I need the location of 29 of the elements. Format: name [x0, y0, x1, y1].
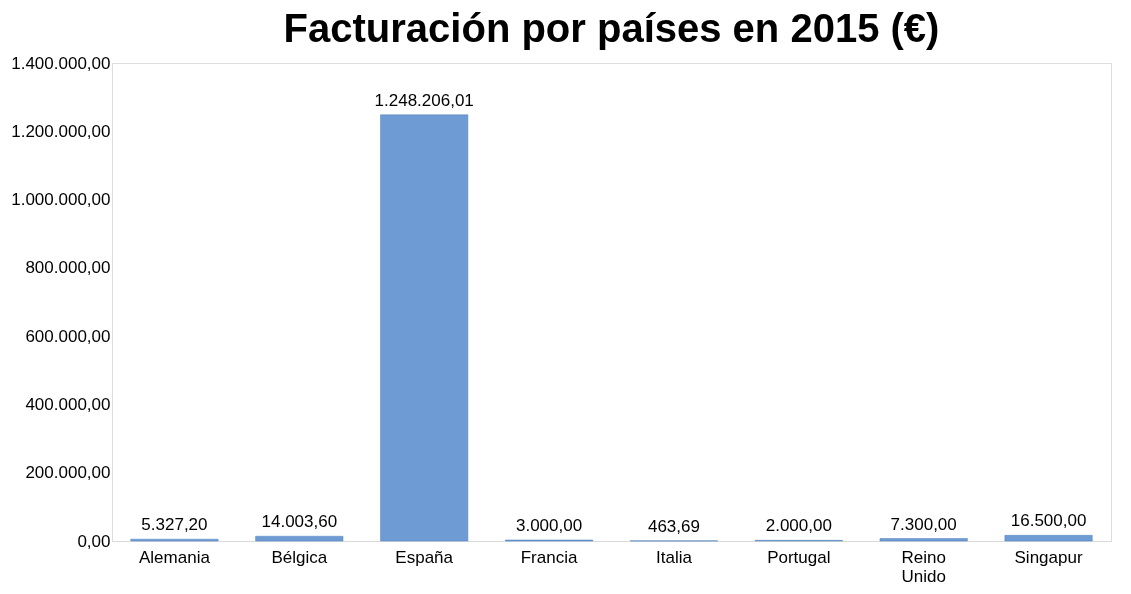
y-tick-label: 600.000,00 [25, 326, 111, 346]
bar [255, 535, 344, 542]
y-tick-label: 200.000,00 [25, 463, 111, 483]
y-tick-label: 1.000.000,00 [11, 190, 111, 210]
y-tick-label: 800.000,00 [25, 258, 111, 278]
data-label: 5.327,20 [141, 515, 208, 535]
x-tick-label: Italia [655, 547, 693, 567]
bar [879, 538, 968, 542]
x-tick-label: Portugal [767, 547, 831, 567]
data-label: 7.300,00 [890, 514, 957, 534]
data-label: 14.003,60 [261, 512, 338, 532]
y-tick-label: 0,00 [77, 531, 111, 551]
x-tick-label: Alemania [139, 547, 211, 567]
y-tick-label: 1.200.000,00 [11, 121, 111, 141]
bar [1004, 535, 1093, 542]
y-tick-label: 1.400.000,00 [11, 53, 111, 73]
data-label: 3.000,00 [515, 515, 583, 535]
x-tick-label: Francia [520, 547, 578, 567]
bar [380, 114, 469, 542]
x-tick-label: Reino Unido [901, 547, 946, 586]
data-label: 463,69 [647, 516, 700, 536]
chart-title: Facturación por países en 2015 (€) [283, 6, 940, 50]
x-tick-label: Bélgica [271, 547, 328, 567]
data-label: 16.500,00 [1010, 511, 1087, 531]
data-label: 1.248.206,01 [374, 90, 474, 110]
x-tick-label: Singapur [1014, 547, 1083, 567]
x-tick-label: España [395, 547, 454, 567]
data-label: 2.000,00 [765, 516, 832, 536]
y-tick-label: 400.000,00 [25, 394, 111, 414]
